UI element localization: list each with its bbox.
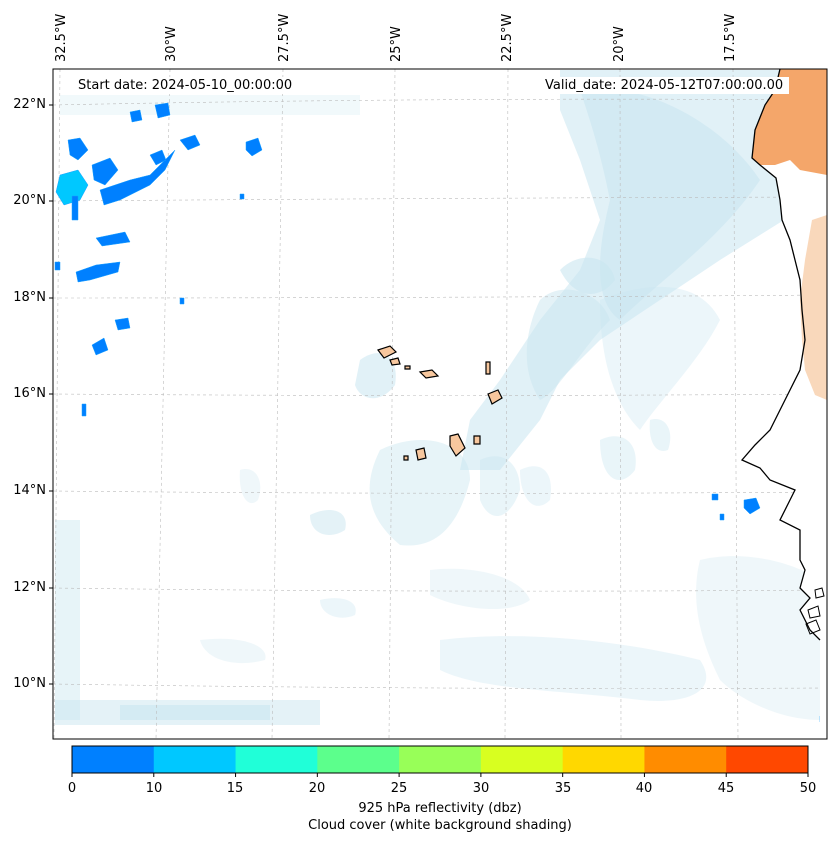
colorbar-tick-30: 30 [472, 781, 490, 796]
bijagos-outlines [805, 587, 825, 635]
map-frame [52, 68, 828, 740]
senegal-orange-shading [800, 215, 827, 400]
colorbar-tick-10: 10 [145, 781, 163, 796]
colorbar-label-cloud-cover: Cloud cover (white background shading) [308, 818, 572, 833]
left-ticks [49, 104, 53, 685]
graticule [53, 69, 827, 739]
lon-label-22-5w: 22.5°W [500, 13, 515, 62]
western-sahara-orange-shading [752, 69, 827, 175]
colorbar-tick-25: 25 [390, 781, 408, 796]
lon-label-25w: 25°W [389, 26, 404, 62]
colorbar-tick-40: 40 [635, 781, 653, 796]
african-coastline [740, 69, 821, 641]
colorbar-tick-45: 45 [717, 781, 735, 796]
reflectivity-patches [54, 102, 827, 723]
colorbar-tick-15: 15 [226, 781, 244, 796]
cape-verde-islands [377, 345, 503, 461]
lat-label-22n: 22°N [13, 97, 46, 112]
colorbar-tick-0: 0 [67, 781, 77, 796]
colorbar-tick-50: 50 [799, 781, 817, 796]
lon-label-27-5w: 27.5°W [277, 13, 292, 62]
cloud-cover-shading [55, 70, 820, 725]
start-date-label: Start date: 2024-05-10_00:00:00 [72, 77, 299, 94]
colorbar-label-reflectivity: 925 hPa reflectivity (dbz) [358, 801, 522, 816]
lon-label-17-5w: 17.5°W [723, 13, 738, 62]
lon-label-20w: 20°W [612, 26, 627, 62]
lat-label-16n: 16°N [13, 386, 46, 401]
lat-label-14n: 14°N [13, 483, 46, 498]
colorbar-tick-20: 20 [308, 781, 326, 796]
lat-label-18n: 18°N [13, 290, 46, 305]
lat-label-12n: 12°N [13, 580, 46, 595]
african-coast-land [742, 69, 827, 739]
lat-label-20n: 20°N [13, 193, 46, 208]
lat-label-10n: 10°N [13, 676, 46, 691]
lon-label-30w: 30°W [164, 26, 179, 62]
valid-date-label: Valid_date: 2024-05-12T07:00:00.00 [539, 77, 790, 94]
colorbar-tick-35: 35 [554, 781, 572, 796]
lon-label-32-5w: 32.5°W [54, 13, 69, 62]
